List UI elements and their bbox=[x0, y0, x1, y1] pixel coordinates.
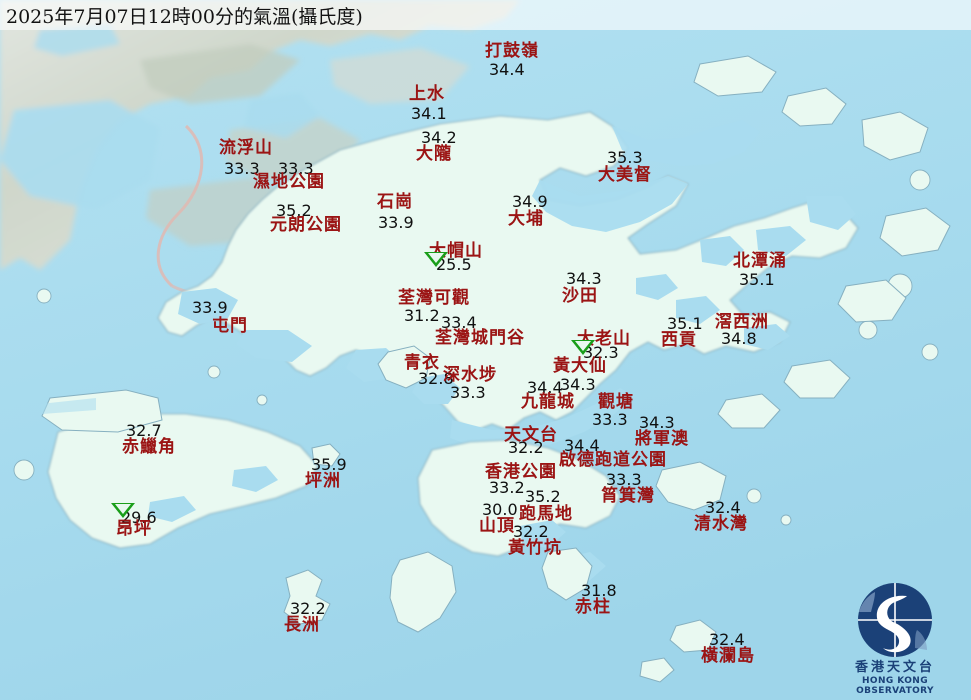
station-temperature-value: 33.9 bbox=[378, 213, 414, 232]
title-bar: 2025年7月07日12時00分的氣溫(攝氏度) bbox=[0, 0, 971, 30]
station-name-label: 北潭涌 bbox=[733, 251, 787, 271]
station-name-label: 大隴 bbox=[416, 144, 452, 164]
station-name-label: 長洲 bbox=[284, 615, 320, 635]
station-name-label: 筲箕灣 bbox=[601, 486, 655, 506]
station-name-label: 屯門 bbox=[212, 316, 248, 336]
station-temperature-value: 35.9 bbox=[311, 455, 347, 474]
bridge-line bbox=[156, 124, 204, 288]
station-name-label: 清水灣 bbox=[694, 514, 748, 534]
station-temperature-value: 35.1 bbox=[739, 270, 775, 289]
station-name-label: 沙田 bbox=[562, 286, 598, 306]
station-temperature-value: 34.9 bbox=[512, 192, 548, 211]
station-temperature-value: 31.8 bbox=[581, 581, 617, 600]
station-name-label: 香港公園 bbox=[485, 462, 557, 482]
landmass-group bbox=[157, 111, 859, 450]
station-temperature-value: 34.3 bbox=[639, 413, 675, 432]
hko-emblem-icon bbox=[858, 583, 932, 657]
station-temperature-value: 33.3 bbox=[592, 410, 628, 429]
station-name-label: 打鼓嶺 bbox=[485, 41, 539, 61]
station-name-label: 大埔 bbox=[508, 209, 544, 229]
page-title: 2025年7月07日12時00分的氣溫(攝氏度) bbox=[6, 6, 363, 28]
mainland-terrain bbox=[0, 0, 520, 270]
station-temperature-value: 32.2 bbox=[508, 438, 544, 457]
station-temperature-value: 32.4 bbox=[705, 498, 741, 517]
station-marker-triangle bbox=[424, 252, 448, 267]
station-temperature-value: 32.2 bbox=[290, 599, 326, 618]
station-temperature-value: 33.3 bbox=[450, 383, 486, 402]
station-name-label: 將軍澳 bbox=[635, 429, 689, 449]
outlying-islands bbox=[13, 55, 951, 683]
station-temperature-value: 33.9 bbox=[192, 298, 228, 317]
station-marker-triangle bbox=[111, 503, 135, 518]
station-name-label: 赤柱 bbox=[575, 597, 611, 617]
station-temperature-value: 33.4 bbox=[441, 313, 477, 332]
hko-name-cn: 香港天文台 bbox=[854, 660, 935, 675]
station-temperature-value: 31.2 bbox=[404, 306, 440, 325]
station-name-label: 元朗公園 bbox=[270, 215, 342, 235]
station-temperature-value: 34.2 bbox=[421, 128, 457, 147]
station-temperature-value: 32.2 bbox=[513, 522, 549, 541]
station-name-label: 黃大仙 bbox=[553, 356, 607, 376]
station-temperature-value: 33.3 bbox=[224, 159, 260, 178]
station-name-label: 荃灣可觀 bbox=[398, 288, 470, 308]
station-name-label: 深水埗 bbox=[443, 365, 497, 385]
hong-kong-island bbox=[417, 439, 621, 601]
station-temperature-value: 35.3 bbox=[607, 148, 643, 167]
station-name-label: 山頂 bbox=[479, 516, 515, 536]
station-temperature-value: 35.2 bbox=[525, 487, 561, 506]
station-name-label: 西貢 bbox=[661, 330, 697, 350]
station-temperature-value: 34.4 bbox=[489, 60, 525, 79]
station-name-label: 坪洲 bbox=[305, 471, 341, 491]
station-temperature-value: 30.0 bbox=[482, 500, 518, 519]
station-name-label: 流浮山 bbox=[219, 138, 273, 158]
station-temperature-value: 33.3 bbox=[606, 470, 642, 489]
station-name-label: 石崗 bbox=[377, 192, 413, 212]
station-name-label: 赤鱲角 bbox=[122, 437, 176, 457]
station-marker-triangle bbox=[571, 340, 595, 355]
station-name-label: 觀塘 bbox=[598, 392, 634, 412]
station-temperature-value: 32.7 bbox=[126, 421, 162, 440]
station-name-label: 橫瀾島 bbox=[701, 646, 755, 666]
station-temperature-value: 34.4 bbox=[527, 378, 563, 397]
station-temperature-value: 34.4 bbox=[564, 436, 600, 455]
station-name-label: 大美督 bbox=[598, 165, 652, 185]
station-name-label: 上水 bbox=[409, 84, 445, 104]
hko-name-en: HONG KONG OBSERVATORY bbox=[856, 675, 934, 697]
station-name-label: 濕地公園 bbox=[253, 172, 325, 192]
station-name-label: 跑馬地 bbox=[519, 504, 573, 524]
station-temperature-value: 34.3 bbox=[566, 269, 602, 288]
station-name-label: 青衣 bbox=[404, 353, 440, 373]
station-name-label: 滘西洲 bbox=[715, 312, 769, 332]
station-name-label: 荃灣城門谷 bbox=[435, 328, 525, 348]
station-temperature-value: 34.1 bbox=[411, 104, 447, 123]
station-temperature-value: 33.3 bbox=[278, 159, 314, 178]
station-name-label: 啟德跑道公園 bbox=[559, 450, 667, 470]
station-temperature-value: 34.8 bbox=[721, 329, 757, 348]
station-temperature-value: 34.3 bbox=[560, 375, 596, 394]
station-temperature-value: 33.2 bbox=[489, 478, 525, 497]
station-temperature-value: 32.4 bbox=[709, 630, 745, 649]
station-temperature-value: 35.1 bbox=[667, 314, 703, 333]
station-name-label: 天文台 bbox=[504, 425, 558, 445]
hko-logo: 香港天文台 HONG KONG OBSERVATORY bbox=[825, 580, 965, 698]
station-name-label: 黃竹坑 bbox=[508, 538, 562, 558]
station-temperature-value: 32.8 bbox=[418, 369, 454, 388]
station-name-label: 昂坪 bbox=[116, 519, 152, 539]
station-temperature-value: 35.2 bbox=[276, 201, 312, 220]
station-name-label: 九龍城 bbox=[521, 392, 575, 412]
